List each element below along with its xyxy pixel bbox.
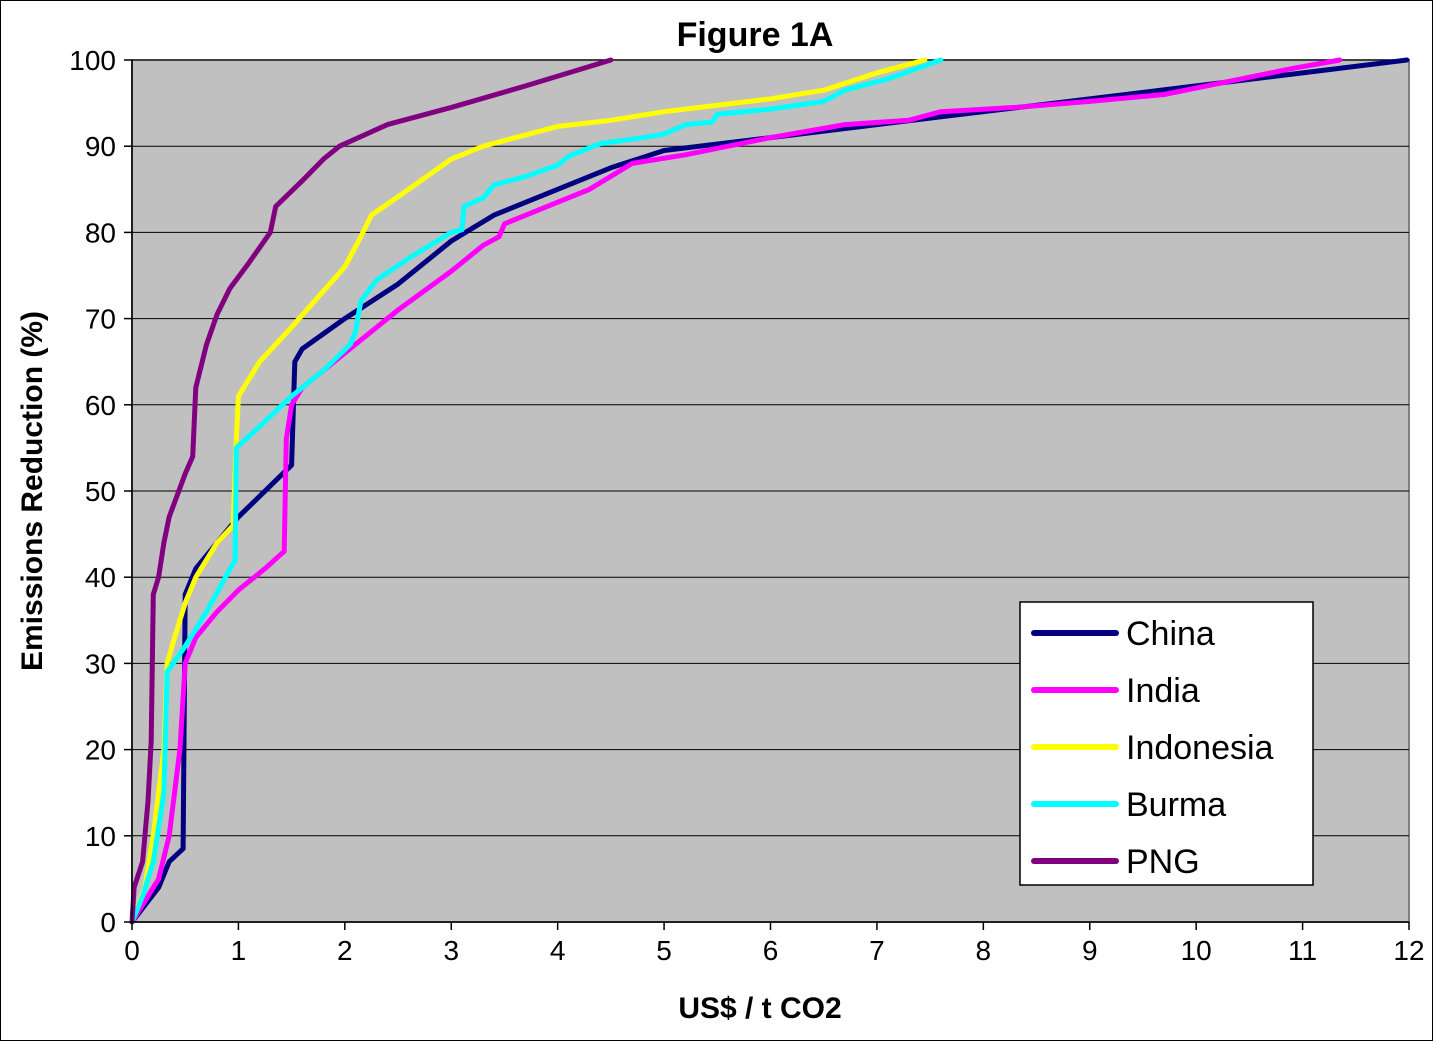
series-line-png [129,57,614,925]
y-tick-label: 70 [85,304,116,335]
series-lines [129,57,1410,925]
y-tick-label: 60 [85,390,116,421]
y-tick-label: 100 [69,45,116,76]
x-tick-label: 8 [976,935,992,966]
y-tick-label: 10 [85,821,116,852]
x-tick-label: 12 [1393,935,1424,966]
x-tick-label: 10 [1181,935,1212,966]
x-tick-label: 0 [124,935,140,966]
series-line-burma [129,57,944,925]
x-tick-label: 1 [231,935,247,966]
x-tick-label: 7 [869,935,885,966]
y-tick-label: 20 [85,735,116,766]
y-tick-label: 80 [85,217,116,248]
x-axis-label: US$ / t CO2 [678,992,841,1025]
y-axis-label: Emissions Reduction (%) [16,311,49,671]
y-tick-labels: 0 10 20 30 40 50 60 70 80 90 100 [69,45,132,938]
y-tick-label: 90 [85,131,116,162]
legend-label-china: China [1126,615,1215,653]
y-tick-label: 0 [100,907,116,938]
y-tick-label: 50 [85,476,116,507]
chart-title: Figure 1A [677,16,834,54]
y-tick-label: 40 [85,562,116,593]
series-line-india [129,57,1343,925]
legend-label-burma: Burma [1126,786,1226,824]
x-tick-label: 4 [550,935,566,966]
legend-box [1019,601,1314,886]
legend-label-india: India [1126,672,1200,710]
y-tick-label: 30 [85,648,116,679]
x-tick-label: 5 [656,935,672,966]
x-tick-label: 3 [443,935,459,966]
legend-label-indonesia: Indonesia [1126,729,1274,767]
series-line-indonesia [129,57,928,925]
gridlines [132,59,1409,837]
x-tick-label: 9 [1082,935,1098,966]
x-tick-label: 2 [337,935,353,966]
x-tick-label: 11 [1288,935,1317,966]
x-tick-label: 6 [763,935,779,966]
legend: China India Indonesia Burma PNG [1019,601,1314,886]
legend-label-png: PNG [1126,843,1200,881]
x-tick-labels: 0 1 2 3 4 5 6 7 8 9 10 11 12 [124,922,1425,966]
